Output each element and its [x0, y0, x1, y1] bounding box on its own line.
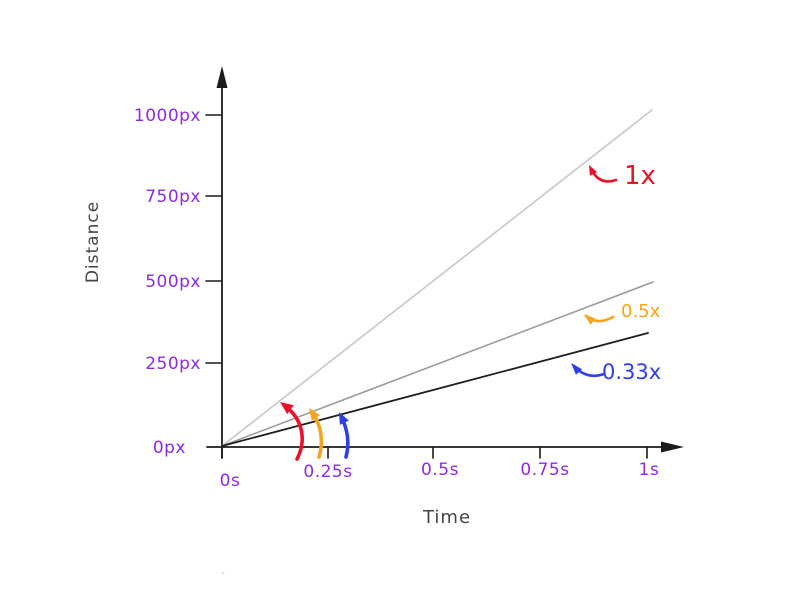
x-tick-label-0.5s: 0.5s [421, 460, 459, 480]
annotation-arrowhead-0.33x [571, 363, 582, 375]
series-annotations: 1x 0.5x 0.33x [571, 161, 661, 384]
annotation-label-0.33x: 0.33x [602, 360, 661, 384]
x-axis-arrowhead [661, 441, 684, 453]
x-axis-title: Time [422, 507, 471, 528]
x-tick-label-0s: 0s [220, 471, 241, 491]
line-1x [221, 109, 653, 447]
origin-arrowhead-0.5x [309, 408, 320, 421]
y-tick-label-250px: 250px [145, 354, 201, 374]
x-tick-label-0.75s: 0.75s [520, 460, 569, 480]
x-tick-label-1s: 1s [639, 460, 660, 480]
annotation-arrowhead-1x [589, 165, 598, 176]
series-lines [221, 109, 654, 447]
y-tick-label-1000px: 1000px [134, 106, 201, 126]
origin-arrow-1x [283, 404, 304, 461]
x-tick-labels: 0s 0.25s 0.5s 0.75s 1s [220, 460, 660, 491]
origin-arrows [280, 402, 350, 461]
origin-arrowhead-1x [280, 402, 294, 415]
origin-arrowhead-0.33x [339, 412, 349, 425]
y-axis-arrowhead [216, 66, 228, 88]
stray-dot [221, 571, 225, 575]
line-0.5x [221, 281, 654, 447]
y-tick-labels: 0px 250px 500px 750px 1000px [134, 106, 201, 458]
x-tick-label-0.25s: 0.25s [303, 462, 352, 482]
x-axis-ticks [221, 446, 648, 459]
annotation-label-0.5x: 0.5x [621, 301, 661, 322]
y-axis-title: Distance [83, 201, 103, 283]
y-tick-label-750px: 750px [145, 187, 201, 207]
y-axis-ticks [205, 114, 222, 364]
y-tick-label-500px: 500px [145, 272, 201, 292]
y-tick-label-0px: 0px [153, 438, 186, 458]
axes [206, 66, 684, 459]
annotation-label-1x: 1x [624, 161, 656, 191]
line-0.33x [221, 332, 649, 447]
annotation-arrowhead-0.5x [584, 314, 596, 325]
